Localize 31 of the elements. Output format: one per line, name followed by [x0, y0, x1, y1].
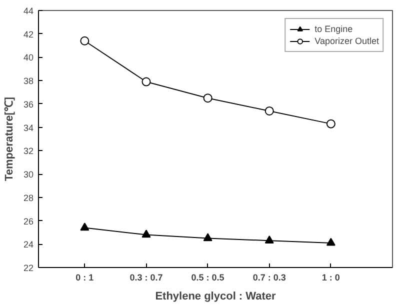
- y-tick-label: 34: [23, 122, 34, 133]
- x-tick-label: 0.5 : 0.5: [191, 272, 224, 282]
- point: [326, 119, 336, 128]
- y-tick-label: 28: [23, 192, 34, 203]
- y-tick-label: 30: [23, 170, 34, 180]
- y-tick-label: 36: [23, 99, 34, 110]
- point: [203, 94, 212, 103]
- point: [203, 233, 212, 242]
- point: [80, 222, 90, 231]
- x-tick-label: 0.3 : 0.7: [130, 272, 163, 282]
- point: [264, 106, 274, 116]
- point: [80, 36, 90, 46]
- y-tick-label: 42: [23, 29, 34, 40]
- point: [326, 238, 336, 246]
- y-tick-label: 24: [23, 240, 34, 250]
- y-tick-label: 22: [23, 263, 34, 273]
- legend-label: Vaporizer Outlet: [314, 35, 379, 47]
- x-tick-label: 0.7 : 0.3: [252, 272, 286, 282]
- x-tick-label: 0 : 1: [76, 272, 94, 282]
- point: [264, 236, 274, 244]
- y-tick-label: 38: [23, 76, 34, 86]
- y-axis-title: Temperature[℃]: [3, 96, 16, 182]
- y-tick-label: 44: [23, 6, 34, 16]
- point: [142, 230, 151, 238]
- y-tick-label: 26: [23, 216, 34, 226]
- point: [142, 77, 151, 86]
- legend-label: to Engine: [314, 23, 353, 35]
- x-tick-label: 1 : 0: [322, 272, 340, 282]
- x-axis-title: Ethylene glycol : Water: [155, 290, 277, 302]
- y-tick-label: 40: [23, 52, 34, 63]
- y-tick-label: 32: [23, 146, 34, 156]
